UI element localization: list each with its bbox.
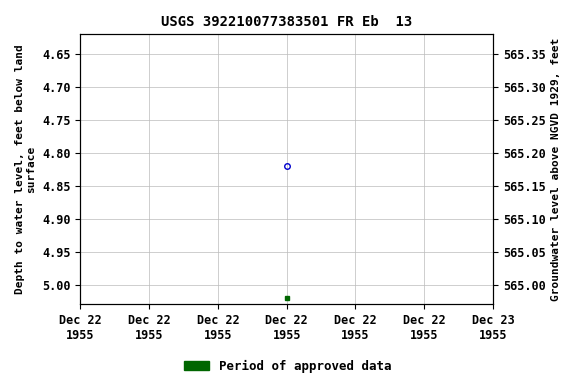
Y-axis label: Groundwater level above NGVD 1929, feet: Groundwater level above NGVD 1929, feet [551,38,561,301]
Y-axis label: Depth to water level, feet below land
surface: Depth to water level, feet below land su… [15,45,37,294]
Legend: Period of approved data: Period of approved data [179,355,397,378]
Title: USGS 392210077383501 FR Eb  13: USGS 392210077383501 FR Eb 13 [161,15,412,29]
